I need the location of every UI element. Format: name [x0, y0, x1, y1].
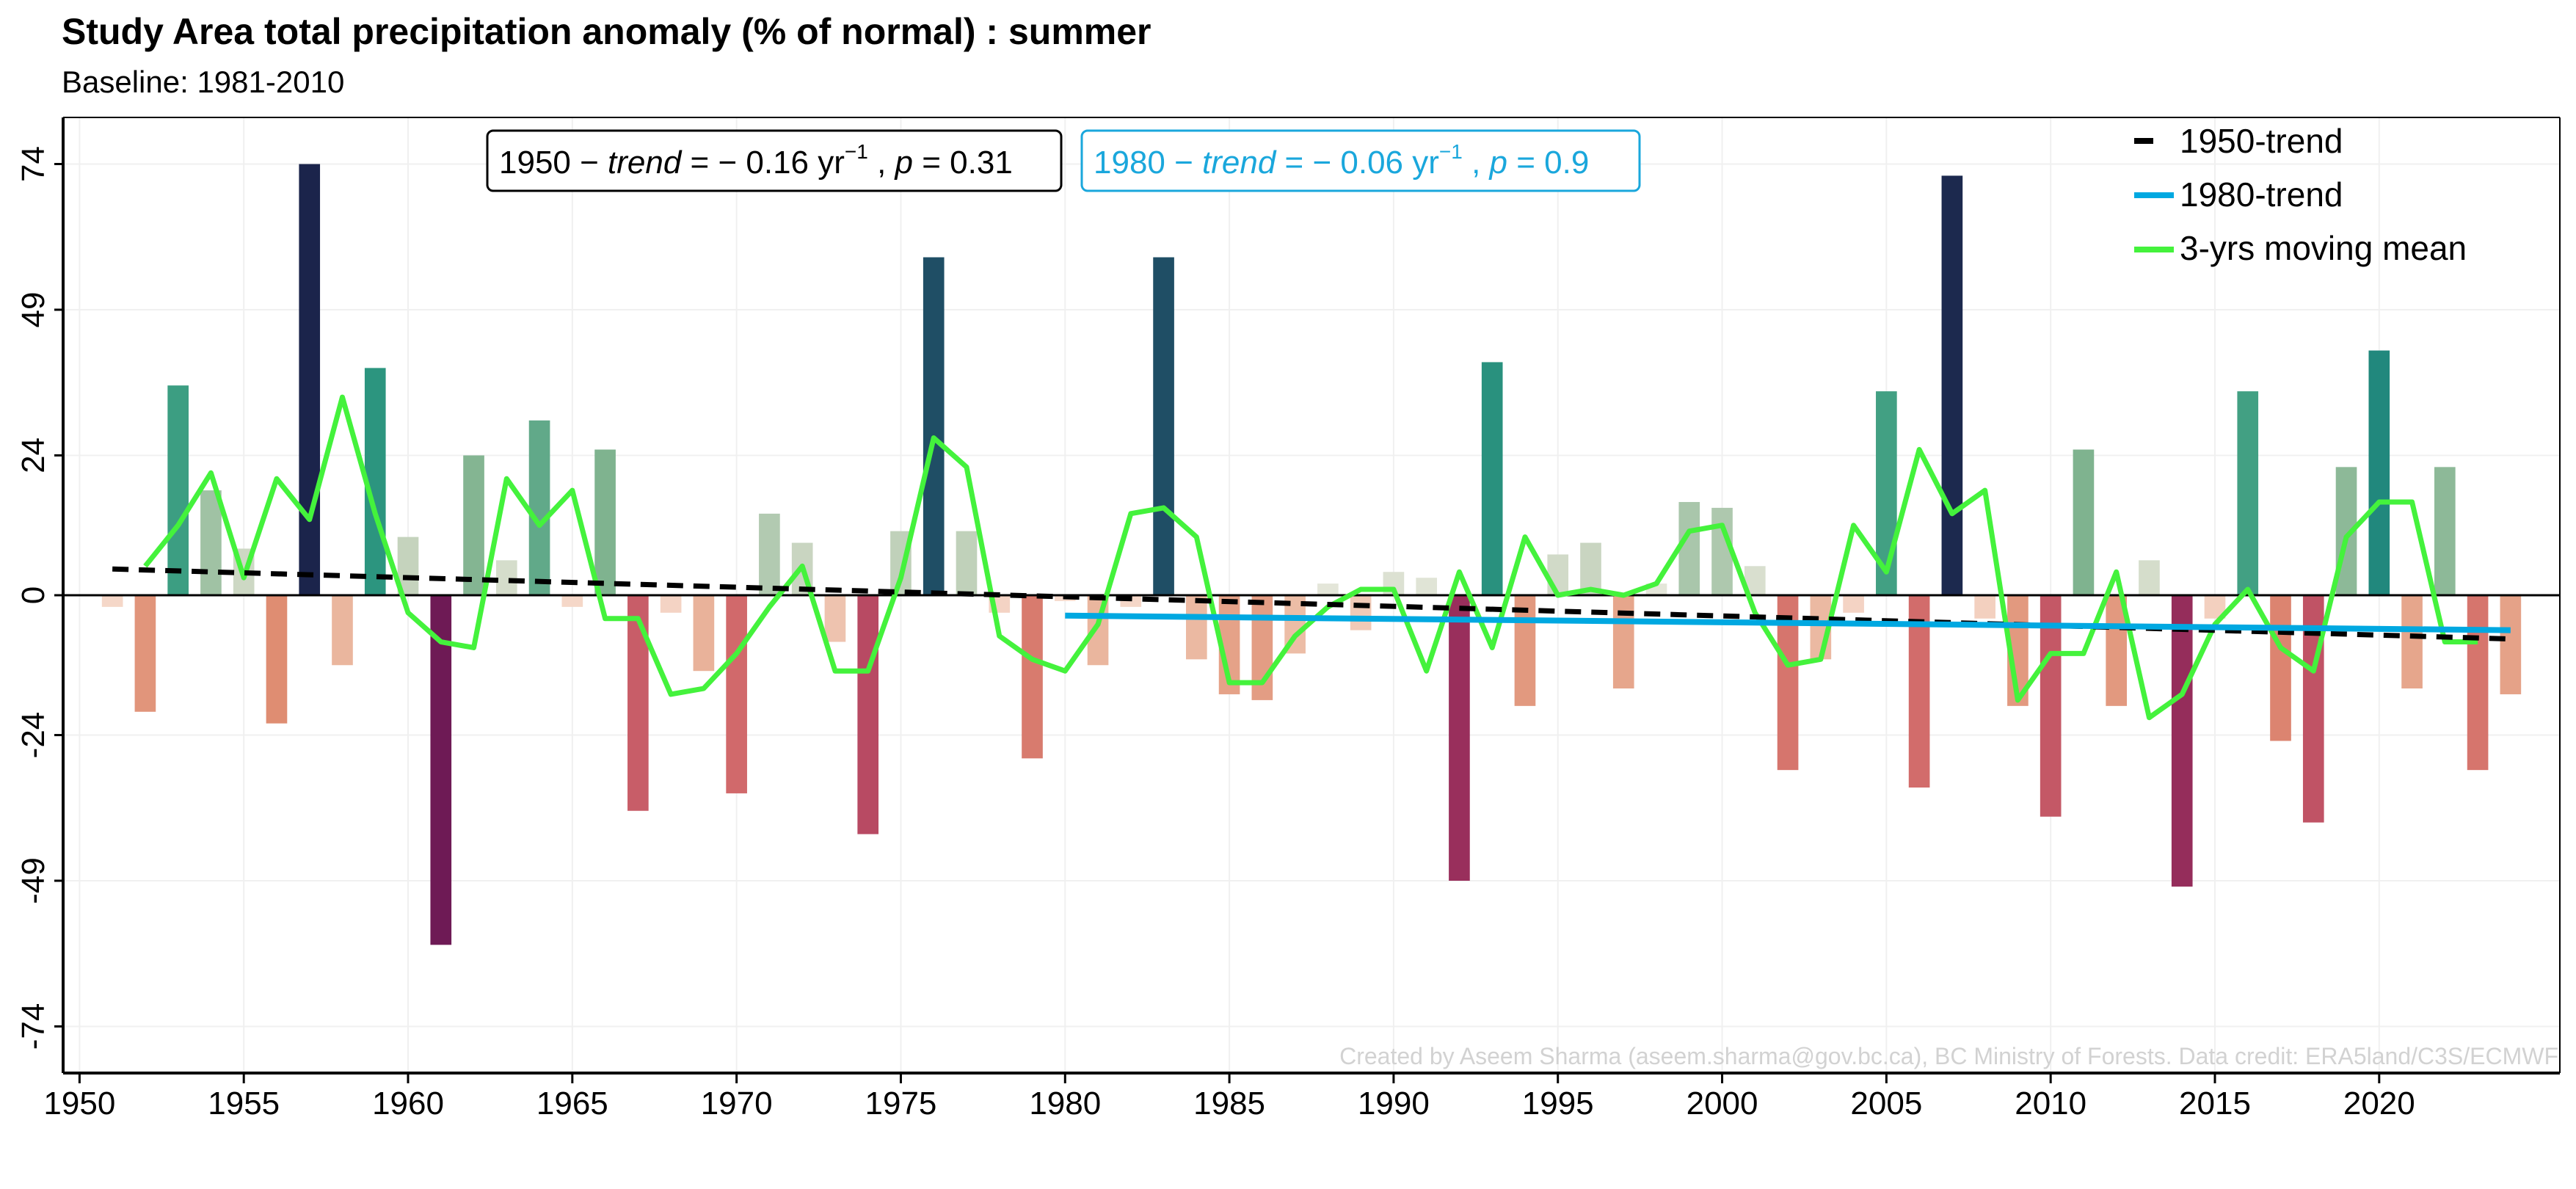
x-tick-label-2010: 2010 — [2015, 1086, 2086, 1121]
x-tick-label-1985: 1985 — [1193, 1086, 1265, 1121]
credit-text: Created by Aseem Sharma (aseem.sharma@go… — [1339, 1043, 2558, 1069]
bar-1983 — [1153, 257, 1174, 595]
bar-1961 — [430, 595, 452, 945]
legend-label-moving-mean: 3-yrs moving mean — [2180, 229, 2467, 267]
y-axis: -74 -49 -24 0 24 49 74 — [15, 146, 63, 1050]
x-tick-label-1960: 1960 — [372, 1086, 444, 1121]
y-tick-label--24: -24 — [15, 712, 51, 759]
legend: 1950-trend 1980-trend 3-yrs moving mean — [2134, 122, 2467, 267]
bar-1962 — [463, 455, 484, 595]
bar-1951 — [101, 595, 123, 607]
bar-2023 — [2467, 595, 2489, 771]
bar-1984 — [1186, 595, 1207, 660]
bar-2014 — [2171, 595, 2193, 887]
legend-label-1950-trend: 1950-trend — [2180, 122, 2343, 160]
bar-1991 — [1416, 578, 1437, 595]
bar-2011 — [2073, 449, 2095, 595]
x-tick-label-2020: 2020 — [2343, 1086, 2415, 1121]
bar-1970 — [726, 595, 747, 793]
bar-1995 — [1547, 554, 1569, 595]
chart-title: Study Area total precipitation anomaly (… — [62, 11, 1151, 52]
bar-2000 — [1711, 507, 1733, 595]
bar-1992 — [1449, 595, 1470, 881]
bar-2004 — [1843, 595, 1864, 613]
trend-annotation-1980: 1980 − trend = − 0.06 yr−1 , p = 0.9 — [1080, 129, 1641, 192]
bar-2020 — [2368, 350, 2390, 595]
x-tick-label-1980: 1980 — [1029, 1086, 1101, 1121]
bar-1967 — [627, 595, 649, 811]
bar-1957 — [299, 164, 321, 595]
bar-1979 — [1022, 595, 1043, 759]
bar-1963 — [495, 560, 517, 595]
bar-1989 — [1350, 595, 1372, 630]
moving-mean-line — [143, 394, 2478, 721]
plot-frame — [62, 117, 2561, 1075]
bar-1968 — [660, 595, 682, 613]
bar-1965 — [561, 595, 583, 607]
bar-1994 — [1514, 595, 1536, 706]
x-axis: 1950 1955 1960 1965 1970 1975 1980 1985 1990 1995… — [43, 1073, 2415, 1121]
bar-1993 — [1481, 362, 1503, 595]
bar-2021 — [2401, 595, 2423, 689]
y-tick-label-24: 24 — [15, 437, 51, 473]
bar-1997 — [1612, 595, 1634, 689]
bar-1971 — [759, 513, 780, 595]
x-tick-label-1950: 1950 — [43, 1086, 115, 1121]
annotation-box-1950 — [486, 129, 1063, 192]
y-tick-label--74: -74 — [15, 1003, 51, 1050]
bar-2017 — [2270, 595, 2291, 741]
bar-1952 — [134, 595, 156, 712]
bar-1973 — [824, 595, 846, 642]
bar-1969 — [693, 595, 715, 672]
chart-subtitle: Baseline: 1981-2010 — [62, 65, 344, 99]
bar-2006 — [1908, 595, 1930, 788]
bar-1974 — [857, 595, 879, 835]
annotation-box-1980 — [1080, 129, 1641, 192]
bar-1958 — [332, 595, 353, 666]
bar-1977 — [956, 531, 978, 595]
bar-1976 — [923, 257, 945, 595]
x-tick-label-1990: 1990 — [1358, 1086, 1430, 1121]
bar-1964 — [528, 420, 550, 595]
bar-2010 — [2040, 595, 2062, 817]
y-tick-label-74: 74 — [15, 146, 51, 182]
trend-1980-line — [1065, 612, 2511, 633]
x-tick-label-2000: 2000 — [1687, 1086, 1758, 1121]
bar-2022 — [2434, 467, 2456, 595]
bar-2024 — [2500, 595, 2522, 694]
bar-1988 — [1317, 583, 1339, 595]
bar-1956 — [266, 595, 288, 724]
y-tick-label-0: 0 — [15, 586, 51, 604]
bar-2008 — [1974, 595, 1995, 619]
x-tick-label-2005: 2005 — [1850, 1086, 1922, 1121]
bar-2016 — [2237, 391, 2259, 595]
x-tick-label-1970: 1970 — [701, 1086, 773, 1121]
x-tick-label-2015: 2015 — [2179, 1086, 2251, 1121]
x-tick-label-1955: 1955 — [208, 1086, 280, 1121]
annotation-text-1980: 1980 − trend = − 0.06 yr−1 , p = 0.9 — [1094, 140, 1589, 181]
bar-2013 — [2139, 560, 2160, 595]
x-tick-label-1975: 1975 — [865, 1086, 937, 1121]
bar-1954 — [200, 490, 222, 595]
legend-label-1980-trend: 1980-trend — [2180, 175, 2343, 214]
bar-1999 — [1678, 501, 1700, 595]
trend-annotation-1950: 1950 − trend = − 0.16 yr−1 , p = 0.31 — [486, 129, 1063, 192]
bar-1953 — [167, 385, 189, 595]
x-tick-label-1995: 1995 — [1522, 1086, 1594, 1121]
annotation-text-1950: 1950 − trend = − 0.16 yr−1 , p = 0.31 — [499, 140, 1013, 181]
series-lines — [112, 394, 2511, 721]
bar-2007 — [1941, 175, 1963, 595]
x-tick-label-1965: 1965 — [536, 1086, 608, 1121]
trend-1950-line — [112, 566, 2511, 642]
bar-1996 — [1580, 542, 1601, 595]
bar-1966 — [594, 449, 616, 595]
y-tick-label-49: 49 — [15, 292, 51, 328]
bars — [101, 164, 2522, 945]
y-tick-label--49: -49 — [15, 857, 51, 904]
